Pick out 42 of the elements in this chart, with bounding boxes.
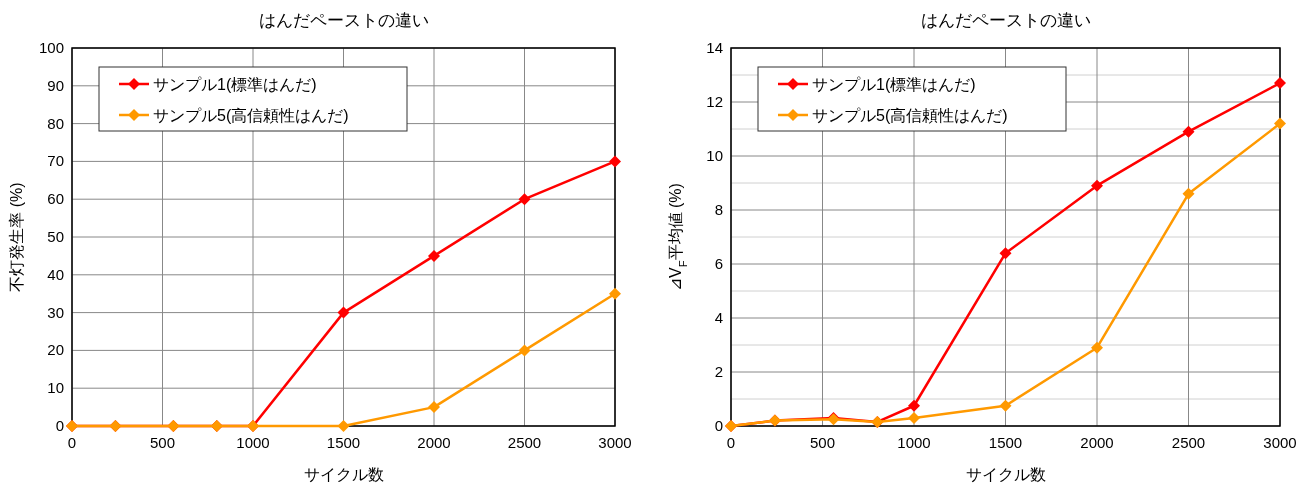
x-tick-label: 500 — [149, 434, 176, 451]
y-tick-label: 2 — [714, 363, 723, 380]
x-axis-title: サイクル数 — [303, 466, 384, 483]
y-tick-label: 100 — [38, 39, 64, 56]
y-tick-label: 40 — [47, 265, 64, 283]
x-tick-label: 0 — [726, 434, 736, 451]
chart-title: はんだペーストの違い — [920, 11, 1091, 30]
x-tick-label: 0 — [67, 434, 77, 451]
x-tick-label: 2000 — [1080, 434, 1114, 451]
x-axis-title: サイクル数 — [965, 466, 1046, 483]
y-tick-label: 20 — [47, 341, 64, 359]
y-tick-label: 4 — [714, 309, 723, 326]
legend-label: サンプル1(標準はんだ) — [812, 76, 976, 93]
chart-title: はんだペーストの違い — [258, 11, 429, 30]
y-tick-label: 6 — [714, 255, 723, 272]
x-tick-label: 1500 — [988, 434, 1023, 451]
y-tick-label: 30 — [47, 303, 64, 321]
y-axis-title: 不灯発生率 (%) — [8, 182, 25, 292]
y-tick-label: 8 — [714, 201, 723, 218]
y-tick-label: 70 — [47, 152, 64, 170]
y-tick-label: 80 — [47, 114, 64, 132]
y-tick-label: 0 — [714, 417, 723, 434]
x-tick-label: 1500 — [326, 434, 361, 451]
x-tick-label: 2500 — [1171, 434, 1206, 451]
y-tick-label: 14 — [706, 39, 723, 56]
x-tick-label: 3000 — [1263, 434, 1297, 451]
x-tick-label: 1000 — [897, 434, 931, 451]
x-tick-label: 3000 — [598, 434, 632, 451]
y-tick-label: 12 — [706, 93, 723, 110]
x-tick-label: 1000 — [236, 434, 270, 451]
x-tick-label: 2500 — [507, 434, 542, 451]
x-tick-label: 2000 — [417, 434, 451, 451]
legend-label: サンプル5(高信頼性はんだ) — [812, 107, 1008, 124]
y-tick-label: 50 — [47, 228, 64, 245]
y-tick-label: 90 — [47, 76, 64, 94]
y-tick-label: 60 — [47, 190, 64, 208]
x-tick-label: 500 — [809, 434, 836, 451]
y-tick-label: 10 — [706, 147, 723, 164]
legend-label: サンプル1(標準はんだ) — [153, 76, 317, 93]
legend-label: サンプル5(高信頼性はんだ) — [153, 107, 349, 124]
y-tick-label: 10 — [47, 379, 64, 397]
y-tick-label: 0 — [55, 417, 64, 434]
